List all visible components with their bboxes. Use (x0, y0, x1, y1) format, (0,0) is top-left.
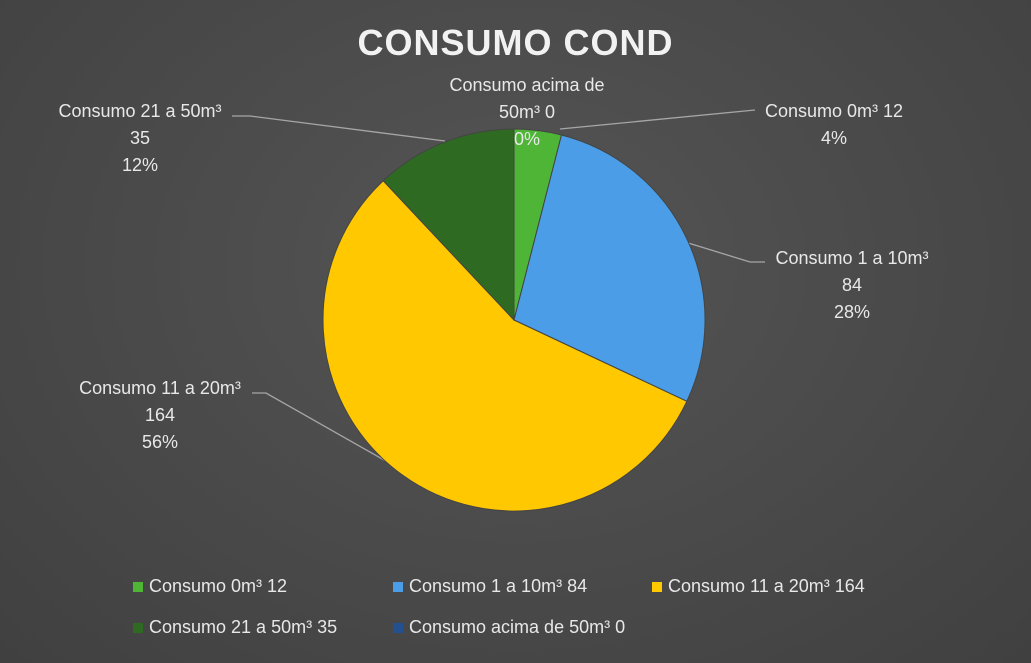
legend-entry: Consumo 21 a 50m³ 35 (133, 617, 337, 638)
data-label: Consumo 21 a 50m³ 35 12% (52, 98, 228, 179)
data-label-value: 0% (513, 129, 540, 149)
pie-slice (322, 180, 688, 512)
leader-line (252, 392, 399, 469)
data-label-category: Consumo 1 a 10m³ 84 (775, 248, 929, 295)
data-label-category: Consumo acima de 50m³ 0 (449, 75, 605, 122)
legend-marker (133, 622, 143, 633)
data-label: Consumo 0m³ 12 4% (746, 98, 922, 152)
chart-title: CONSUMO COND (357, 22, 674, 63)
legend-entry: Consumo acima de 50m³ 0 (393, 617, 625, 638)
legend-marker (133, 581, 143, 592)
leader-line (559, 109, 756, 130)
legend-label: Consumo 0m³ 12 (149, 576, 288, 596)
legend-label: Consumo 11 a 20m³ 164 (668, 576, 865, 596)
data-label-category: Consumo 21 a 50m³ 35 (58, 101, 222, 148)
legend-entry: Consumo 11 a 20m³ 164 (652, 576, 865, 597)
pie-slice (382, 128, 515, 322)
legend-entry: Consumo 0m³ 12 (133, 576, 287, 597)
data-label: Consumo 11 a 20m³ 164 56% (72, 375, 248, 456)
data-label-value: 56% (141, 432, 179, 452)
data-label: Consumo acima de 50m³ 0 0% (439, 72, 615, 153)
leader-line (684, 241, 765, 263)
legend-marker (393, 622, 403, 633)
legend-label: Consumo acima de 50m³ 0 (409, 617, 626, 637)
data-label-category: Consumo 0m³ 12 (764, 101, 904, 121)
data-label-category: Consumo 11 a 20m³ 164 (79, 378, 241, 425)
legend-label: Consumo 1 a 10m³ 84 (409, 576, 588, 596)
legend-label: Consumo 21 a 50m³ 35 (149, 617, 338, 637)
data-label-value: 12% (121, 155, 159, 175)
data-label-value: 28% (833, 302, 871, 322)
legend-marker (393, 581, 403, 592)
legend-entry: Consumo 1 a 10m³ 84 (393, 576, 587, 597)
leader-line (232, 115, 446, 142)
data-label-value: 4% (820, 128, 847, 148)
leader-lines (232, 109, 765, 469)
data-label: Consumo 1 a 10m³ 84 28% (764, 245, 940, 326)
pie-slice (513, 134, 706, 402)
legend-marker (652, 581, 662, 592)
